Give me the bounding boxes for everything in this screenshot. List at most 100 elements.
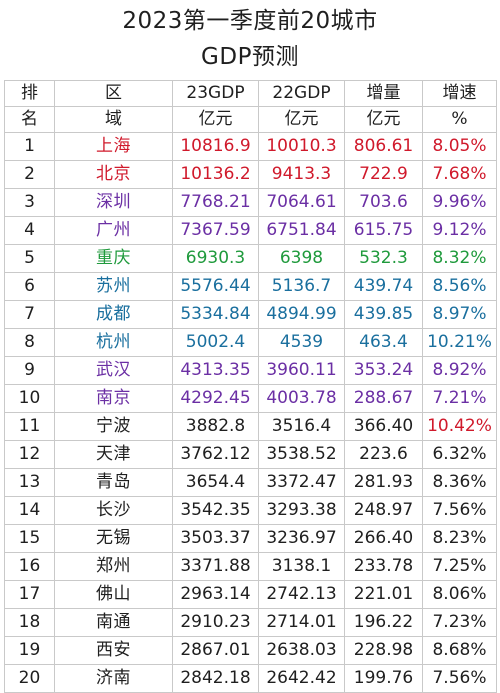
- table-row: 12 天津 3762.12 3538.52 223.6 6.32%: [4, 440, 497, 469]
- growth-cell: 8.92%: [422, 356, 497, 385]
- gdp22-cell: 3372.47: [258, 468, 345, 497]
- gdp22-cell: 3138.1: [258, 552, 345, 581]
- rank-cell: 10: [4, 384, 55, 413]
- growth-cell: 9.96%: [422, 188, 497, 217]
- rank-cell: 2: [4, 160, 55, 189]
- gdp23-cell: 2867.01: [172, 636, 259, 665]
- growth-cell: 7.21%: [422, 384, 497, 413]
- table-row: 3 深圳 7768.21 7064.61 703.6 9.96%: [4, 188, 497, 217]
- gdp22-cell: 3538.52: [258, 440, 345, 469]
- table-row: 11 宁波 3882.8 3516.4 366.40 10.42%: [4, 412, 497, 441]
- growth-cell: 9.12%: [422, 216, 497, 245]
- growth-cell: 10.21%: [422, 328, 497, 357]
- header-growth: 增速: [422, 80, 497, 107]
- growth-cell: 8.23%: [422, 524, 497, 553]
- page-title: 2023第一季度前20城市 GDP预测: [0, 0, 500, 74]
- gdp22-cell: 3960.11: [258, 356, 345, 385]
- rank-cell: 5: [4, 244, 55, 273]
- gdp22-cell: 2638.03: [258, 636, 345, 665]
- city-cell: 武汉: [54, 356, 173, 385]
- table-row: 7 成都 5334.84 4894.99 439.85 8.97%: [4, 300, 497, 329]
- gdp23-cell: 3882.8: [172, 412, 259, 441]
- rank-cell: 13: [4, 468, 55, 497]
- increase-cell: 353.24: [344, 356, 423, 385]
- table-row: 19 西安 2867.01 2638.03 228.98 8.68%: [4, 636, 497, 665]
- city-cell: 重庆: [54, 244, 173, 273]
- gdp23-cell: 3542.35: [172, 496, 259, 525]
- gdp23-cell: 10136.2: [172, 160, 259, 189]
- header-gdp23-unit: 亿元: [172, 106, 259, 133]
- gdp23-cell: 4292.45: [172, 384, 259, 413]
- gdp23-cell: 3371.88: [172, 552, 259, 581]
- city-cell: 上海: [54, 132, 173, 161]
- growth-cell: 7.56%: [422, 496, 497, 525]
- gdp22-cell: 10010.3: [258, 132, 345, 161]
- growth-cell: 8.06%: [422, 580, 497, 609]
- gdp23-cell: 7768.21: [172, 188, 259, 217]
- increase-cell: 233.78: [344, 552, 423, 581]
- city-cell: 西安: [54, 636, 173, 665]
- table-row: 6 苏州 5576.44 5136.7 439.74 8.56%: [4, 272, 497, 301]
- rank-cell: 20: [4, 664, 55, 693]
- gdp22-cell: 4003.78: [258, 384, 345, 413]
- header-region-2: 域: [54, 106, 173, 133]
- increase-cell: 615.75: [344, 216, 423, 245]
- table-row: 20 济南 2842.18 2642.42 199.76 7.56%: [4, 664, 497, 693]
- title-line-2: GDP预测: [201, 44, 299, 70]
- growth-cell: 8.32%: [422, 244, 497, 273]
- table-row: 5 重庆 6930.3 6398 532.3 8.32%: [4, 244, 497, 273]
- table-row: 14 长沙 3542.35 3293.38 248.97 7.56%: [4, 496, 497, 525]
- city-cell: 杭州: [54, 328, 173, 357]
- increase-cell: 223.6: [344, 440, 423, 469]
- city-cell: 深圳: [54, 188, 173, 217]
- header-region: 区: [54, 80, 173, 107]
- growth-cell: 10.42%: [422, 412, 497, 441]
- header-gdp22: 22GDP: [258, 80, 345, 107]
- table-row: 18 南通 2910.23 2714.01 196.22 7.23%: [4, 608, 497, 637]
- gdp22-cell: 2642.42: [258, 664, 345, 693]
- rank-cell: 3: [4, 188, 55, 217]
- city-cell: 宁波: [54, 412, 173, 441]
- rank-cell: 19: [4, 636, 55, 665]
- increase-cell: 196.22: [344, 608, 423, 637]
- header-gdp23: 23GDP: [172, 80, 259, 107]
- growth-cell: 7.68%: [422, 160, 497, 189]
- gdp22-cell: 9413.3: [258, 160, 345, 189]
- rank-cell: 12: [4, 440, 55, 469]
- increase-cell: 463.4: [344, 328, 423, 357]
- table-row: 10 南京 4292.45 4003.78 288.67 7.21%: [4, 384, 497, 413]
- growth-cell: 7.23%: [422, 608, 497, 637]
- header-gdp22-unit: 亿元: [258, 106, 345, 133]
- gdp23-cell: 6930.3: [172, 244, 259, 273]
- gdp23-cell: 4313.35: [172, 356, 259, 385]
- increase-cell: 266.40: [344, 524, 423, 553]
- increase-cell: 248.97: [344, 496, 423, 525]
- growth-cell: 6.32%: [422, 440, 497, 469]
- gdp23-cell: 2963.14: [172, 580, 259, 609]
- city-cell: 南京: [54, 384, 173, 413]
- gdp23-cell: 2842.18: [172, 664, 259, 693]
- city-cell: 无锡: [54, 524, 173, 553]
- table-row: 17 佛山 2963.14 2742.13 221.01 8.06%: [4, 580, 497, 609]
- gdp22-cell: 6398: [258, 244, 345, 273]
- growth-cell: 8.05%: [422, 132, 497, 161]
- table-header: 排 区 23GDP 22GDP 增量 增速 名 域 亿元 亿元 亿元 %: [4, 80, 497, 133]
- gdp23-cell: 5576.44: [172, 272, 259, 301]
- gdp22-cell: 2714.01: [258, 608, 345, 637]
- increase-cell: 228.98: [344, 636, 423, 665]
- table-row: 9 武汉 4313.35 3960.11 353.24 8.92%: [4, 356, 497, 385]
- header-increase: 增量: [344, 80, 423, 107]
- growth-cell: 8.36%: [422, 468, 497, 497]
- gdp22-cell: 3516.4: [258, 412, 345, 441]
- rank-cell: 1: [4, 132, 55, 161]
- gdp23-cell: 5002.4: [172, 328, 259, 357]
- increase-cell: 199.76: [344, 664, 423, 693]
- header-rank: 排: [4, 80, 55, 107]
- increase-cell: 722.9: [344, 160, 423, 189]
- rank-cell: 4: [4, 216, 55, 245]
- city-cell: 佛山: [54, 580, 173, 609]
- rank-cell: 16: [4, 552, 55, 581]
- gdp23-cell: 3503.37: [172, 524, 259, 553]
- growth-cell: 8.97%: [422, 300, 497, 329]
